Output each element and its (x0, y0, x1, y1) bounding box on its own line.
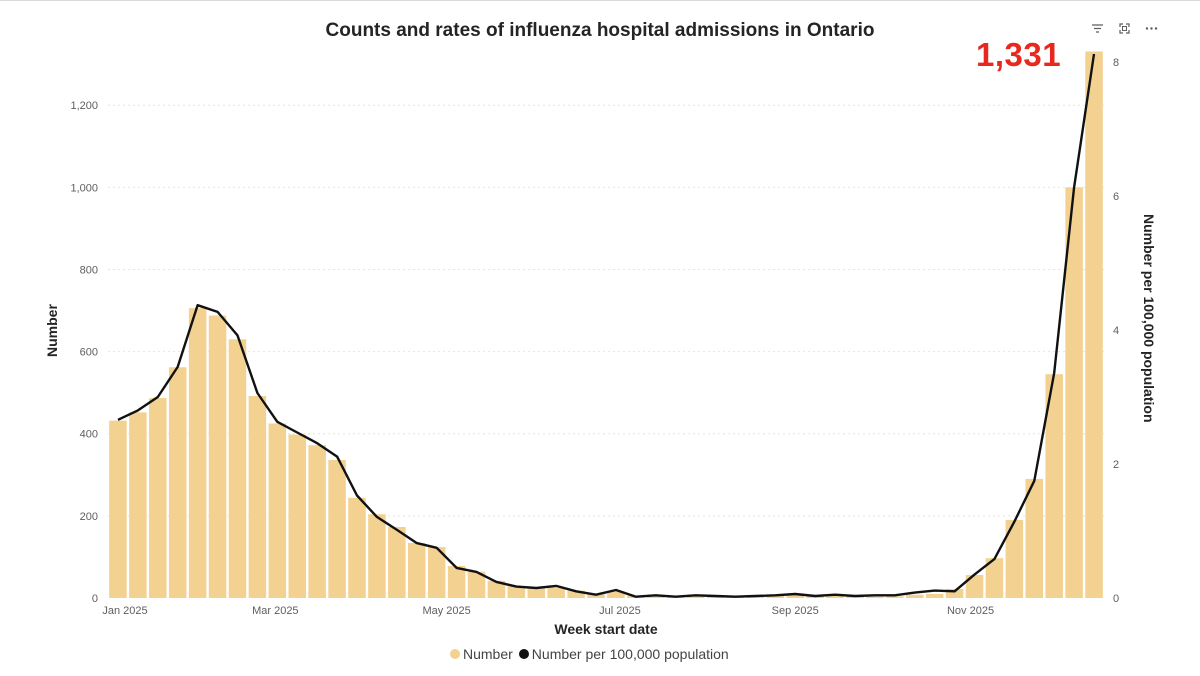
legend-label-number: Number (463, 646, 513, 662)
bar-week-15 (407, 542, 426, 598)
x-axis-ticks: Jan 2025 Mar 2025 May 2025 Jul 2025 Sep 2025… (102, 605, 994, 617)
bar-week-6 (228, 339, 247, 598)
bar-week-22 (547, 587, 565, 598)
x-axis-label: Week start date (554, 621, 658, 637)
visual-header-icons (1091, 22, 1158, 35)
bar-week-16 (427, 547, 446, 598)
bar-week-47 (1045, 374, 1063, 598)
right-axis-ticks: 0 2 4 6 8 (1113, 57, 1119, 605)
bar-week-13 (368, 514, 386, 598)
bar-week-19 (487, 580, 506, 598)
legend-item-number[interactable]: Number (450, 646, 513, 662)
x-tick-label-2: May 2025 (422, 605, 470, 617)
bar-week-11 (328, 460, 346, 598)
bar-week-24 (587, 594, 605, 598)
bar-week-2 (149, 398, 167, 598)
bar-series-number (109, 51, 1103, 598)
bar-week-17 (447, 565, 466, 598)
bar-week-40 (905, 594, 924, 598)
filter-icon[interactable] (1091, 22, 1104, 35)
legend-swatch-rate (518, 649, 529, 659)
expand-icon[interactable] (1118, 22, 1131, 35)
y2-tick-label-2: 2 (1113, 459, 1119, 471)
legend-swatch-number (450, 649, 460, 659)
y-tick-label-1000: 1,000 (70, 182, 98, 194)
line-series-rate (117, 53, 1096, 598)
bar-week-32 (746, 596, 765, 598)
y2-tick-label-8: 8 (1113, 57, 1119, 69)
bar-week-23 (567, 590, 585, 598)
y2-tick-label-0: 0 (1113, 593, 1119, 605)
y2-tick-label-6: 6 (1113, 191, 1119, 203)
bar-week-9 (288, 434, 307, 598)
bar-week-43 (965, 575, 984, 598)
bar-week-14 (388, 526, 406, 598)
bar-week-46 (1025, 478, 1044, 598)
top-divider (0, 0, 1200, 1)
y-tick-label-800: 800 (80, 264, 98, 276)
x-tick-label-4: Sep 2025 (772, 605, 819, 617)
bar-week-38 (866, 596, 884, 598)
bar-week-29 (686, 595, 705, 598)
bar-week-41 (925, 593, 944, 598)
legend-item-rate[interactable]: Number per 100,000 population (518, 646, 729, 662)
chart-title: Counts and rates of influenza hospital a… (325, 20, 875, 41)
peak-value-callout: 1,331 (976, 36, 1062, 73)
left-axis-ticks: 0 200 400 600 800 1,000 1,200 (70, 100, 98, 605)
more-options-icon[interactable] (1145, 22, 1158, 35)
bar-week-25 (607, 591, 625, 598)
x-tick-label-5: Nov 2025 (947, 605, 994, 617)
bar-week-33 (766, 595, 785, 598)
bar-week-3 (168, 367, 187, 598)
bar-week-18 (467, 571, 486, 598)
bar-week-36 (826, 595, 844, 598)
bar-week-1 (129, 412, 147, 598)
rate-line (117, 53, 1096, 598)
bar-week-12 (348, 497, 366, 598)
bar-week-39 (886, 596, 904, 598)
y-tick-label-0: 0 (92, 593, 98, 605)
bar-week-20 (507, 586, 526, 598)
bar-week-4 (188, 308, 207, 598)
bar-week-42 (945, 588, 964, 598)
legend: Number Number per 100,000 population (450, 646, 735, 662)
y-tick-label-600: 600 (80, 347, 98, 359)
bar-week-8 (268, 423, 287, 598)
bar-week-44 (985, 558, 1004, 598)
bar-week-34 (786, 594, 805, 598)
bar-week-27 (647, 595, 665, 598)
legend-label-rate: Number per 100,000 population (531, 646, 729, 662)
bar-week-45 (1005, 519, 1024, 598)
y2-axis-label: Number per 100,000 population (1141, 214, 1157, 423)
bar-week-0 (109, 420, 127, 598)
y-tick-label-200: 200 (80, 511, 98, 523)
bar-week-49 (1085, 51, 1103, 598)
x-tick-label-0: Jan 2025 (102, 605, 147, 617)
bar-week-10 (308, 445, 326, 598)
x-tick-label-3: Jul 2025 (599, 605, 641, 617)
bar-week-21 (527, 588, 546, 598)
bar-week-7 (248, 395, 267, 598)
y-tick-label-400: 400 (80, 429, 98, 441)
y2-tick-label-4: 4 (1113, 325, 1119, 337)
y-axis-label: Number (44, 304, 60, 357)
bar-week-5 (208, 315, 227, 598)
x-tick-label-1: Mar 2025 (252, 605, 298, 617)
bar-week-48 (1065, 187, 1083, 598)
y-tick-label-1200: 1,200 (70, 100, 98, 112)
